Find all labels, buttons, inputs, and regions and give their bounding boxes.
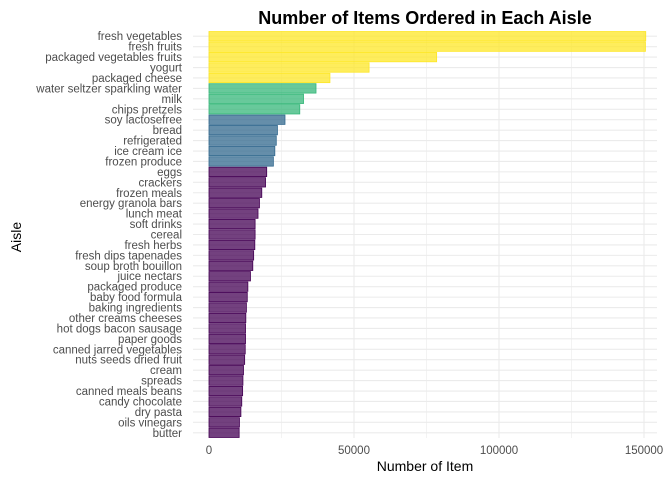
bar — [208, 218, 256, 230]
bar — [208, 417, 240, 428]
y-tick-label: other creams cheeses — [69, 313, 182, 325]
y-axis-title: Aisle — [8, 222, 24, 253]
bar — [208, 354, 246, 365]
y-tick-label: juice nectars — [116, 271, 182, 283]
y-tick-label: energy granola bars — [80, 198, 183, 210]
bar — [208, 239, 256, 251]
y-tick-label: yogurt — [150, 63, 183, 75]
y-tick-label: crackers — [139, 177, 183, 189]
bar — [208, 62, 370, 73]
bar — [208, 344, 246, 355]
y-tick-label: dry pasta — [135, 407, 183, 419]
bar — [208, 51, 438, 63]
y-tick-label: frozen meals — [116, 188, 182, 200]
y-tick-label: candy chocolate — [99, 396, 182, 408]
x-tick-label: 0 — [206, 445, 212, 457]
bar — [208, 125, 278, 136]
bar — [208, 83, 317, 94]
bar — [208, 427, 240, 438]
y-tick-label: cereal — [151, 230, 182, 242]
bar — [208, 135, 277, 146]
bar — [208, 312, 247, 324]
y-tick-label: frozen produce — [105, 156, 182, 168]
bar — [208, 302, 247, 313]
y-tick-label: soft drinks — [130, 219, 183, 231]
chart-title: Number of Items Ordered in Each Aisle — [258, 8, 591, 28]
bar — [208, 31, 647, 42]
bar — [208, 375, 244, 386]
bar — [208, 292, 248, 303]
y-tick-label: spreads — [141, 376, 182, 388]
y-tick-label: packaged produce — [87, 282, 182, 294]
bar — [208, 145, 276, 157]
x-axis-title: Number of Item — [377, 458, 473, 474]
y-tick-label: soy lactosefree — [105, 115, 182, 127]
y-tick-label: milk — [162, 94, 183, 106]
y-tick-label: fresh fruits — [128, 42, 182, 54]
bar — [208, 260, 254, 271]
y-tick-label: paper goods — [118, 334, 182, 346]
y-tick-label: nuts seeds dried fruit — [75, 355, 183, 367]
bar — [208, 114, 286, 125]
x-tick-label: 100000 — [480, 445, 518, 457]
y-tick-label: baking ingredients — [89, 303, 183, 315]
y-tick-label: water seltzer sparkling water — [35, 83, 182, 95]
bar — [208, 365, 244, 376]
bar — [208, 385, 244, 397]
y-tick-label: bread — [153, 125, 182, 137]
bar — [208, 229, 256, 240]
x-tick-label: 50000 — [338, 445, 370, 457]
bar — [208, 396, 243, 407]
bar — [208, 198, 260, 209]
y-tick-label: fresh dips tapenades — [75, 250, 182, 262]
bar — [208, 271, 251, 282]
y-tick-label: fresh herbs — [124, 240, 182, 252]
x-tick-labels: 0 50000 100000 150000 — [206, 445, 663, 457]
bar — [208, 104, 301, 115]
bar — [208, 333, 246, 344]
y-tick-label: packaged vegetables fruits — [45, 52, 182, 64]
y-tick-label: soup broth bouillon — [85, 261, 182, 273]
y-tick-label: fresh vegetables — [98, 31, 183, 43]
bar — [208, 41, 646, 52]
y-tick-label: canned jarred vegetables — [53, 344, 182, 356]
bar — [208, 72, 331, 84]
bar — [208, 281, 249, 292]
bar — [208, 250, 255, 261]
bar — [208, 93, 304, 104]
y-tick-label: eggs — [157, 167, 182, 179]
bar — [208, 177, 266, 188]
y-tick-label: ice cream ice — [114, 146, 182, 158]
y-tick-label: canned meals beans — [76, 386, 182, 398]
x-tick-label: 150000 — [625, 445, 663, 457]
y-tick-label: chips pretzels — [112, 104, 183, 116]
y-tick-label: hot dogs bacon sausage — [57, 323, 182, 335]
bars — [208, 31, 647, 438]
y-tick-label: baby food formula — [90, 292, 183, 304]
bar — [208, 208, 259, 219]
bar — [208, 406, 242, 418]
y-tick-label: cream — [150, 365, 182, 377]
bar — [208, 166, 268, 177]
bar — [208, 323, 246, 334]
y-tick-label: refrigerated — [123, 136, 182, 148]
y-tick-label: lunch meat — [126, 209, 183, 221]
y-tick-label: butter — [153, 428, 183, 440]
bar — [208, 156, 274, 167]
y-tick-label: oils vinegars — [118, 417, 182, 429]
y-tick-label: packaged cheese — [92, 73, 182, 85]
bar — [208, 187, 263, 198]
